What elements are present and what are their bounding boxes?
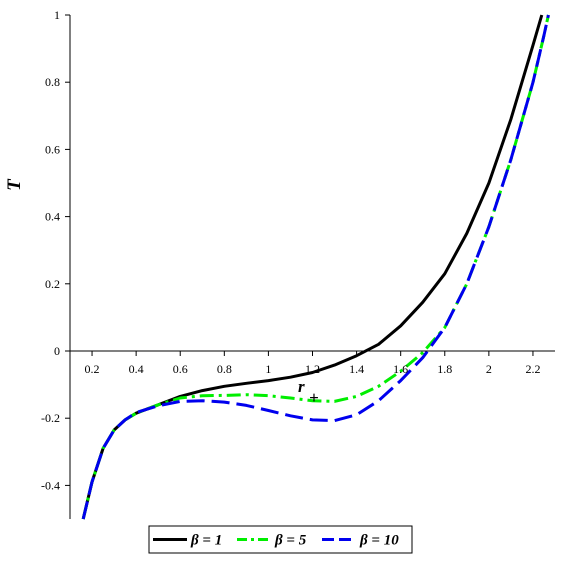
x-tick-label: 0.2 xyxy=(85,362,100,376)
ticks: 0.2 0.4 0.6 0.8 1 1.2 1.4 1.6 1.8 2 2.2 -0.4 -0.2 0 0.… xyxy=(41,8,540,492)
y-tick-label: 1 xyxy=(54,8,60,22)
y-tick-label: 0.4 xyxy=(45,210,60,224)
legend: β = 1 β = 5 β = 10 xyxy=(148,525,413,554)
legend-label-2: β = 10 xyxy=(359,533,399,549)
legend-label-1: β = 5 xyxy=(274,533,307,549)
x-tick-label: 2.2 xyxy=(525,362,540,376)
x-axis-title: r xyxy=(298,377,305,396)
x-tick-label: 1 xyxy=(265,362,271,376)
x-tick-label: 1.2 xyxy=(305,362,320,376)
plot-marks xyxy=(81,14,550,520)
x-tick-label: 2 xyxy=(486,362,492,376)
series-line-1 xyxy=(81,14,550,520)
y-tick-label: 0 xyxy=(54,344,60,358)
series-line-2 xyxy=(81,14,550,520)
legend-label-0: β = 1 xyxy=(190,533,222,549)
axes xyxy=(69,15,555,519)
x-axis-title-subscript: + xyxy=(309,388,319,407)
y-tick-label: -0.4 xyxy=(41,478,60,492)
y-tick-label: -0.2 xyxy=(41,411,60,425)
x-tick-label: 1.4 xyxy=(349,362,364,376)
x-tick-label: 0.4 xyxy=(129,362,144,376)
x-tick-label: 1.8 xyxy=(437,362,452,376)
y-tick-label: 0.6 xyxy=(45,142,60,156)
x-tick-label: 0.8 xyxy=(217,362,232,376)
y-tick-label: 0.2 xyxy=(45,277,60,291)
x-tick-label: 1.6 xyxy=(393,362,408,376)
legend-box xyxy=(148,525,413,554)
x-axis-title-main: r xyxy=(298,377,305,396)
y-tick-label: 0.8 xyxy=(45,75,60,89)
y-axis-title: T xyxy=(4,178,25,191)
x-tick-label: 0.6 xyxy=(173,362,188,376)
